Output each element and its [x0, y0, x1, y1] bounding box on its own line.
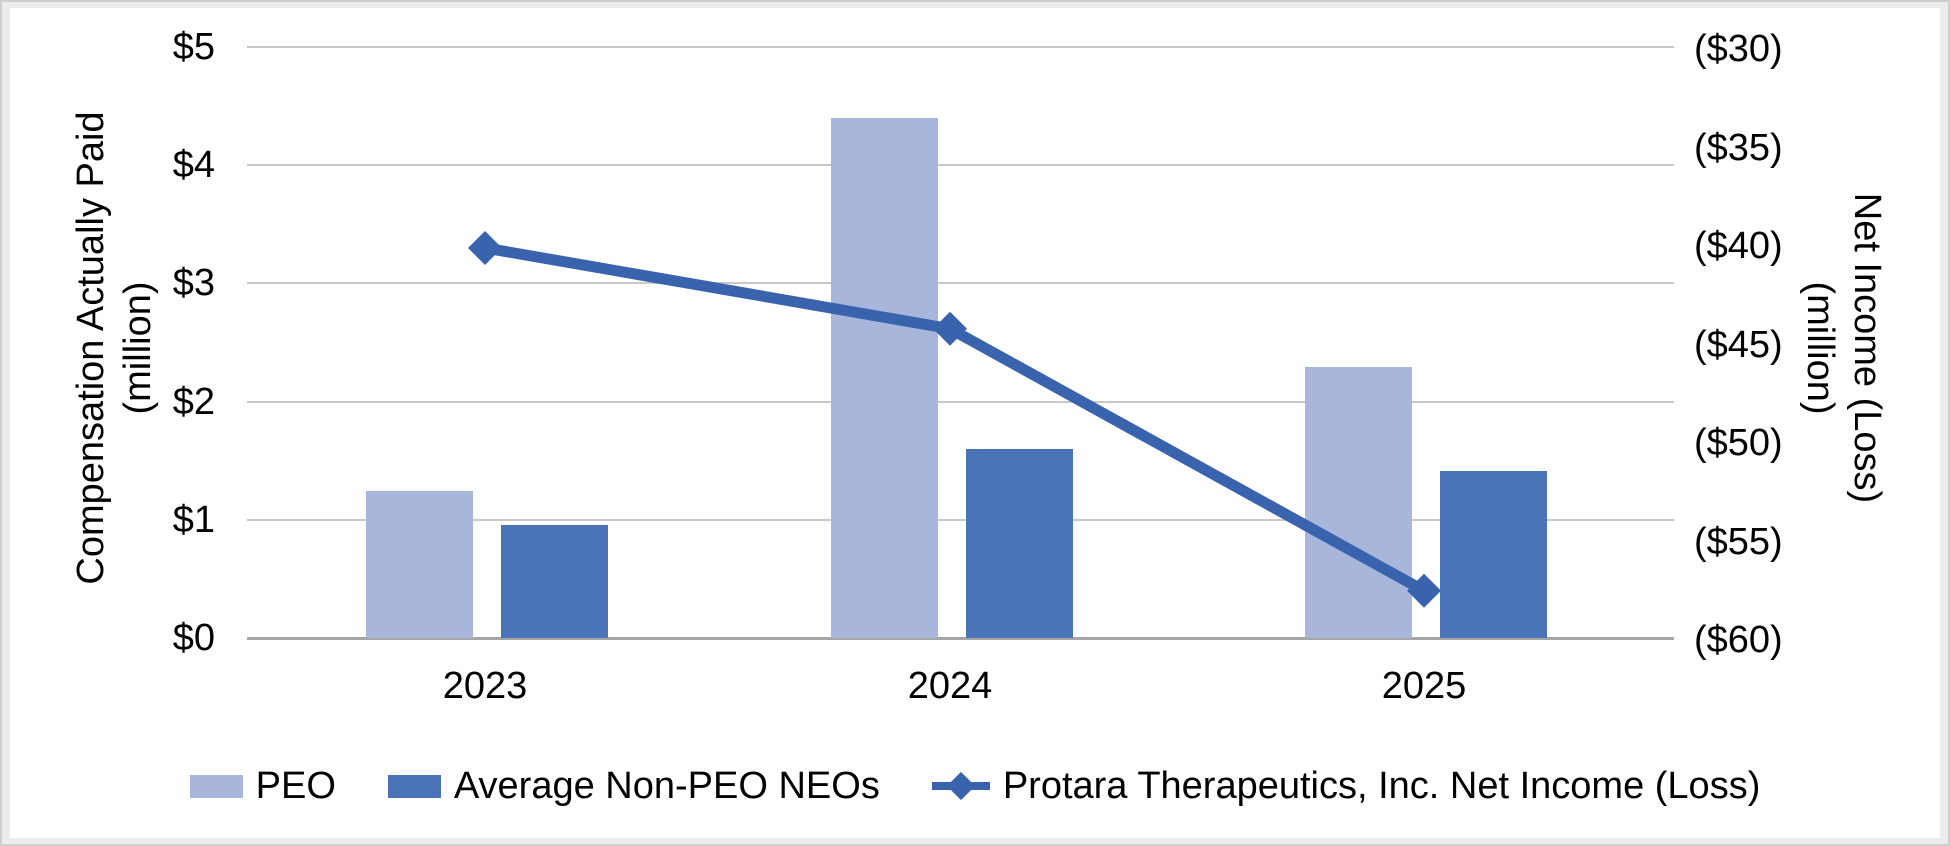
legend-label-net-income: Protara Therapeutics, Inc. Net Income (L…	[1002, 765, 1761, 807]
y-right-tick-label: ($30)	[1694, 28, 1783, 70]
right-axis-title-line2: (million)	[1799, 281, 1841, 415]
net-income-line	[484, 242, 1427, 596]
bar-non-peo-2025	[1440, 471, 1547, 638]
plot-area: $5 $4 $3 $2 $1 $0 ($30) ($35) ($40) ($45) ($50) ($5…	[10, 8, 1940, 838]
left-axis-title: Compensation Actually Paid (million)	[68, 0, 162, 698]
y-left-tick-label: $0	[172, 617, 215, 659]
net-income-marker-2024	[933, 311, 967, 346]
right-axis-title-line1: Net Income (Loss)	[1846, 192, 1888, 504]
y-right-tick-label: ($40)	[1694, 225, 1783, 267]
gridline	[247, 400, 1674, 403]
y-right-tick-label: ($55)	[1694, 520, 1783, 563]
net-income-marker-2025	[1407, 573, 1441, 608]
y-left-tick-label: $1	[172, 498, 215, 541]
legend-label-non-peo: Average Non-PEO NEOs	[453, 765, 880, 807]
bar-non-peo-2023	[501, 524, 608, 638]
non-peo-swatch-icon	[387, 774, 441, 798]
legend-item-non-peo: Average Non-PEO NEOs	[387, 765, 880, 807]
y-right-tick-label: ($45)	[1694, 323, 1783, 366]
bar-peo-2024	[831, 117, 938, 638]
y-left-tick-label: $2	[172, 380, 215, 423]
y-left-tick-label: $5	[172, 26, 215, 68]
gridline	[247, 164, 1674, 167]
x-axis-label-2024: 2024	[907, 665, 993, 707]
legend-item-net-income: Protara Therapeutics, Inc. Net Income (L…	[931, 765, 1761, 807]
peo-swatch-icon	[189, 774, 243, 798]
x-axis-line	[247, 637, 1674, 640]
left-axis-title-line1: Compensation Actually Paid	[70, 111, 112, 585]
legend-item-peo: PEO	[189, 765, 336, 807]
y-left-tick-label: $4	[172, 144, 215, 187]
bar-peo-2025	[1305, 367, 1412, 638]
x-axis-label-2023: 2023	[442, 665, 528, 707]
legend: PEO Average Non-PEO NEOs Protara Therape…	[10, 756, 1940, 816]
x-axis-label-2025: 2025	[1381, 665, 1467, 707]
net-income-line-layer	[468, 230, 1441, 608]
y-right-tick-label: ($50)	[1694, 422, 1783, 464]
gridline	[247, 46, 1674, 48]
y-right-tick-label: ($60)	[1694, 619, 1783, 661]
bar-non-peo-2024	[966, 448, 1073, 638]
y-left-tick-label: $3	[172, 262, 215, 305]
chart-canvas: $5 $4 $3 $2 $1 $0 ($30) ($35) ($40) ($45) ($50) ($5…	[10, 8, 1940, 838]
y-right-tick-label: ($35)	[1694, 126, 1783, 169]
left-axis-title-line2: (million)	[117, 281, 159, 415]
bar-peo-2023	[366, 491, 473, 638]
net-income-line-marker-icon	[931, 771, 990, 801]
net-income-marker-2023	[468, 230, 502, 265]
gridline	[247, 282, 1674, 285]
right-axis-title: Net Income (Loss) (million)	[1796, 0, 1890, 698]
legend-label-peo: PEO	[255, 765, 336, 807]
